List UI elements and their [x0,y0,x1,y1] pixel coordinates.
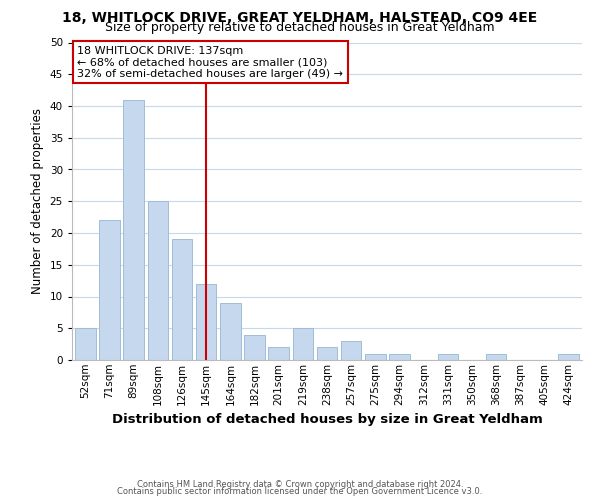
Bar [268,348,289,360]
Text: Contains public sector information licensed under the Open Government Licence v3: Contains public sector information licen… [118,487,482,496]
Bar [124,100,144,360]
X-axis label: Distribution of detached houses by size in Great Yeldham: Distribution of detached houses by size … [112,413,542,426]
Bar [99,220,120,360]
Bar [75,328,95,360]
Bar [486,354,506,360]
Text: 18, WHITLOCK DRIVE, GREAT YELDHAM, HALSTEAD, CO9 4EE: 18, WHITLOCK DRIVE, GREAT YELDHAM, HALST… [62,11,538,25]
Bar [389,354,410,360]
Text: Size of property relative to detached houses in Great Yeldham: Size of property relative to detached ho… [105,21,495,34]
Bar [220,303,241,360]
Bar [317,348,337,360]
Bar [148,201,168,360]
Bar [341,341,361,360]
Bar [365,354,386,360]
Bar [437,354,458,360]
Text: Contains HM Land Registry data © Crown copyright and database right 2024.: Contains HM Land Registry data © Crown c… [137,480,463,489]
Bar [172,240,192,360]
Y-axis label: Number of detached properties: Number of detached properties [31,108,44,294]
Text: 18 WHITLOCK DRIVE: 137sqm
← 68% of detached houses are smaller (103)
32% of semi: 18 WHITLOCK DRIVE: 137sqm ← 68% of detac… [77,46,343,79]
Bar [244,334,265,360]
Bar [559,354,579,360]
Bar [293,328,313,360]
Bar [196,284,217,360]
